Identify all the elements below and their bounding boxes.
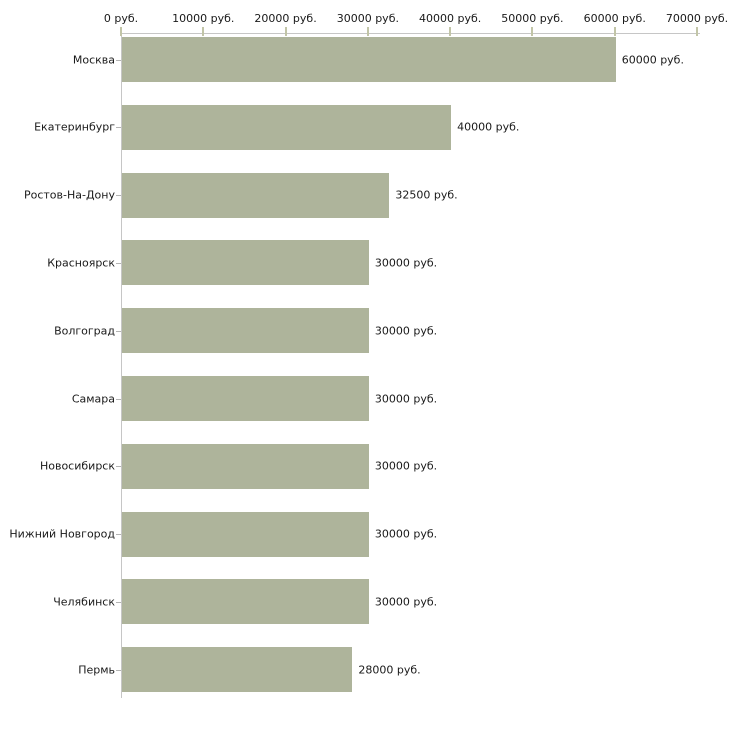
bar [122,172,390,218]
category-tick-mark [116,669,121,671]
category-tick-mark [116,601,121,603]
category-label: Пермь [78,663,115,677]
x-axis-line [121,33,700,34]
bar-value-label: 30000 руб. [374,324,438,338]
category-label: Красноярск [47,256,115,270]
category-label: Челябинск [53,595,115,609]
bar-value-label: 30000 руб. [374,459,438,473]
bar [122,104,452,150]
category-tick-mark [116,534,121,536]
x-axis-tick-label: 40000 руб. [419,12,482,25]
bar [122,647,353,693]
category-tick-mark [116,330,121,332]
x-axis-tick-label: 60000 руб. [583,12,646,25]
category-label: Москва [72,53,115,66]
y-axis-line [121,33,122,698]
x-axis-tick-mark [202,27,205,36]
bar [122,376,369,421]
x-axis-tick-mark [449,27,452,36]
category-tick-mark [116,466,121,468]
x-axis-tick-mark [613,27,616,36]
category-label: Волгоград [54,324,115,338]
bar-value-label: 30000 руб. [374,595,438,609]
category-tick-mark [116,398,121,400]
category-tick-mark [116,195,121,197]
category-label: Екатеринбург [34,120,115,134]
x-axis-tick-mark [696,27,698,36]
x-axis-tick-label: 20000 руб. [254,12,317,25]
x-axis-tick-mark [366,27,369,36]
category-label: Нижний Новгород [9,527,115,541]
category-label: Новосибирск [39,459,115,473]
bar-value-label: 28000 руб. [358,663,421,677]
category-tick-mark [116,262,121,264]
x-axis-tick-label: 30000 руб. [336,12,399,25]
bar-value-label: 60000 руб. [621,53,684,66]
x-axis-tick-label: 0 руб. [103,12,139,25]
x-axis-tick-label: 50000 руб. [501,12,564,25]
bar-value-label: 32500 руб. [395,188,458,202]
bar [122,511,369,557]
bar-value-label: 30000 руб. [374,256,438,270]
bar [122,308,369,354]
bar [122,579,369,625]
x-axis-tick-mark [120,27,122,36]
x-axis-tick-mark [284,27,287,36]
bar-value-label: 30000 руб. [374,392,438,405]
x-axis-tick-label: 70000 руб. [665,12,729,25]
bar [122,240,369,286]
bar-value-label: 40000 руб. [457,120,520,134]
x-axis-tick-label: 10000 руб. [172,12,235,25]
bar-value-label: 30000 руб. [374,527,438,541]
category-label: Самара [71,392,115,405]
bar [122,443,369,489]
category-label: Ростов-На-Дону [23,188,115,202]
category-tick-mark [116,127,121,129]
bar [122,37,616,82]
x-axis-tick-mark [531,27,534,36]
category-tick-mark [116,59,121,61]
